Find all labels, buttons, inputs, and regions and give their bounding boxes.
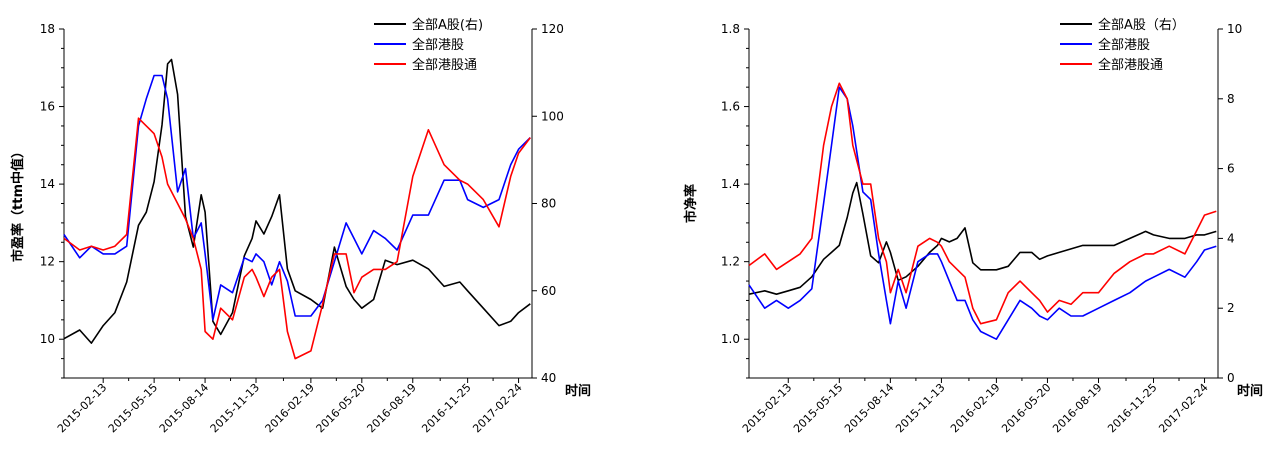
legend-label-3: 全部港股通	[1098, 57, 1163, 73]
x-tick-label: 2016-08-19	[1050, 381, 1104, 435]
legend-label-3: 全部港股通	[412, 57, 477, 73]
x-axis-title: 时间	[1237, 383, 1263, 399]
x-tick-label: 2015-02-13	[55, 381, 109, 435]
x-tick-label: 2015-08-14	[842, 381, 896, 435]
y-tick-label-right: 60	[541, 284, 556, 298]
x-tick-label: 2016-05-20	[314, 381, 368, 435]
y-tick-label-left: 1.4	[721, 177, 740, 191]
x-tick-label: 2016-11-25	[419, 381, 473, 435]
x-axis-title: 时间	[565, 383, 591, 399]
x-tick-label: 2015-05-15	[106, 381, 160, 435]
y-tick-label-left: 12	[40, 255, 55, 269]
x-tick-label: 2015-11-13	[893, 381, 947, 435]
y-tick-label-left: 1.8	[721, 22, 740, 36]
y-tick-label-right: 40	[541, 371, 556, 385]
series-line-1	[748, 181, 1217, 296]
legend-label-2: 全部港股	[412, 37, 464, 53]
x-tick-label: 2017-02-24	[470, 381, 524, 435]
legend-label-1: 全部A股（右）	[1098, 17, 1185, 33]
legend-label-2: 全部港股	[1098, 37, 1150, 53]
x-tick-label: 2016-08-19	[364, 381, 418, 435]
y-tick-label-right: 2	[1227, 301, 1235, 315]
y-axis-title: 市净率	[683, 184, 699, 223]
y-tick-label-left: 1.0	[721, 332, 740, 346]
x-tick-label: 2015-08-14	[157, 381, 211, 435]
x-tick-label: 2016-02-19	[263, 381, 317, 435]
y-tick-label-right: 4	[1227, 231, 1235, 245]
y-axis-title: 市盈率（ttm中值）	[10, 145, 26, 262]
series-line-3	[63, 117, 531, 360]
series-line-2	[748, 86, 1217, 341]
x-tick-label: 2017-02-24	[1156, 381, 1210, 435]
x-tick-label: 2016-05-20	[999, 381, 1053, 435]
y-tick-label-right: 0	[1227, 371, 1235, 385]
y-tick-label-right: 8	[1227, 92, 1235, 106]
chart-panel-1: 10 12 14 16 18 40 60 80 100 120 2015-02-132015-05-…	[10, 17, 591, 435]
x-tick-label: 2016-02-19	[948, 381, 1002, 435]
y-tick-label-right: 10	[1227, 22, 1242, 36]
y-tick-label-left: 16	[40, 100, 55, 114]
y-tick-label-right: 120	[541, 22, 564, 36]
x-tick-label: 2015-02-13	[740, 381, 794, 435]
y-tick-label-right: 6	[1227, 162, 1235, 176]
y-tick-label-left: 10	[40, 332, 55, 346]
x-tick-label: 2016-11-25	[1105, 381, 1159, 435]
series-line-2	[63, 74, 531, 321]
y-tick-label-left: 1.2	[721, 255, 740, 269]
y-tick-label-left: 18	[40, 22, 55, 36]
series-line-1	[63, 58, 531, 344]
legend-label-1: 全部A股(右)	[412, 17, 483, 33]
x-tick-label: 2015-11-13	[208, 381, 262, 435]
y-tick-label-right: 80	[541, 197, 556, 211]
series-line-3	[748, 82, 1217, 325]
y-tick-label-right: 100	[541, 109, 564, 123]
y-tick-label-left: 14	[40, 177, 55, 191]
x-tick-label: 2015-05-15	[791, 381, 845, 435]
y-tick-label-left: 1.6	[721, 100, 740, 114]
chart-panel-2: 1.0 1.2 1.4 1.6 1.8 0 2 4 6 8 10 2015-02-132015-05-…	[683, 17, 1263, 435]
